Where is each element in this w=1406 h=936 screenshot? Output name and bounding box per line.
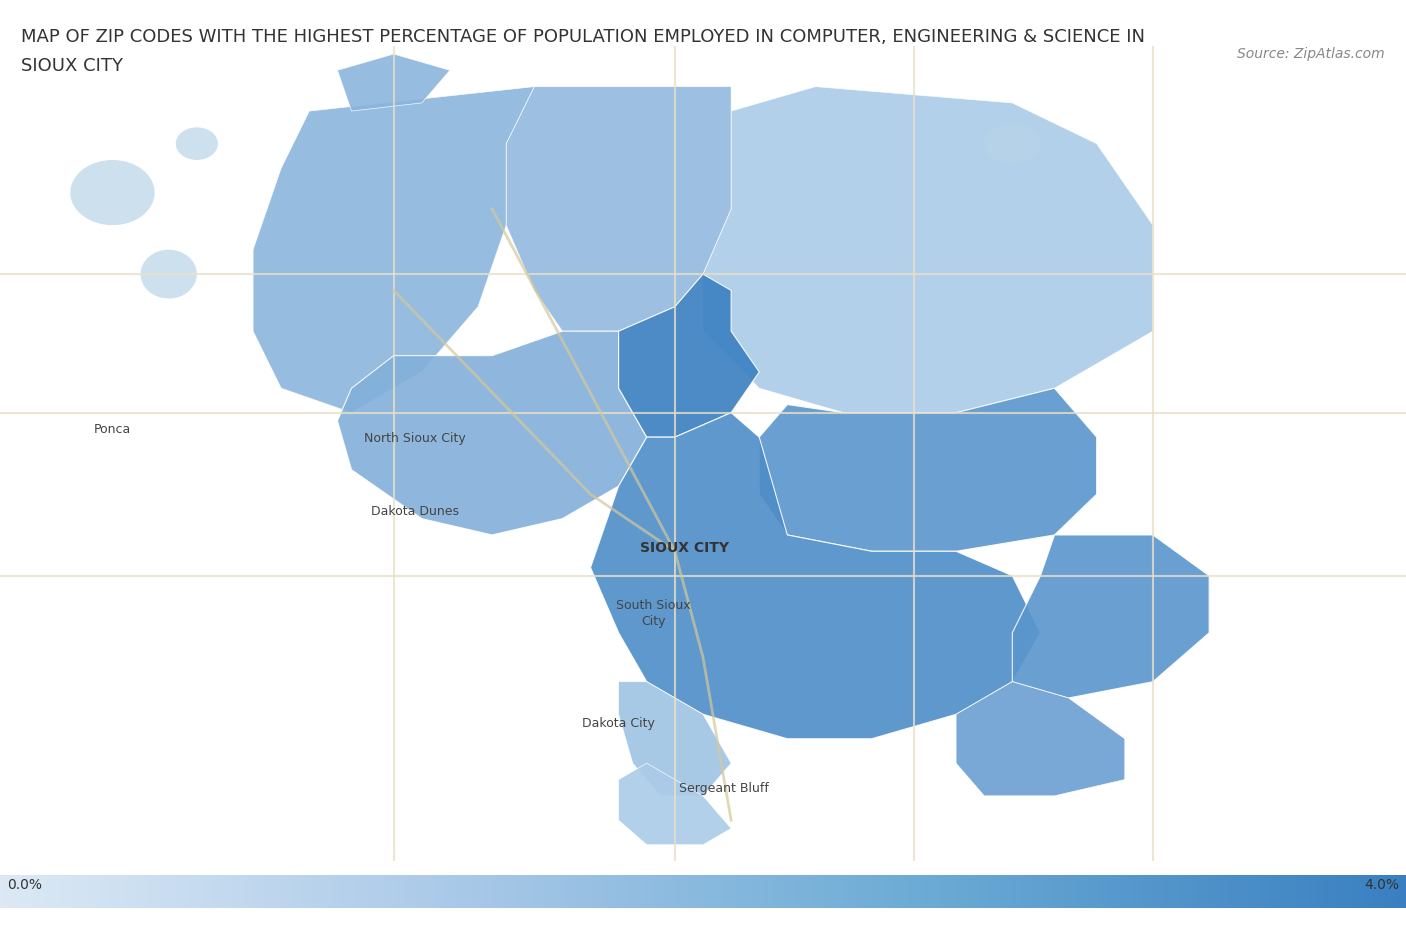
Text: Source: ZipAtlas.com: Source: ZipAtlas.com — [1237, 47, 1385, 61]
Polygon shape — [703, 88, 1153, 414]
Text: 0.0%: 0.0% — [7, 878, 42, 891]
Polygon shape — [619, 764, 731, 845]
Text: South Sioux
City: South Sioux City — [616, 598, 692, 627]
Polygon shape — [337, 55, 450, 112]
Polygon shape — [619, 275, 759, 438]
Ellipse shape — [176, 128, 218, 161]
Text: Dakota City: Dakota City — [582, 716, 655, 729]
Polygon shape — [506, 88, 731, 332]
Text: Dakota Dunes: Dakota Dunes — [371, 505, 458, 518]
Polygon shape — [253, 88, 534, 414]
Polygon shape — [1012, 535, 1209, 698]
Text: 4.0%: 4.0% — [1364, 878, 1399, 891]
Text: SIOUX CITY: SIOUX CITY — [640, 541, 730, 555]
Text: Ponca: Ponca — [94, 423, 131, 436]
Polygon shape — [956, 682, 1125, 796]
Ellipse shape — [141, 251, 197, 300]
Polygon shape — [337, 332, 647, 535]
Text: MAP OF ZIP CODES WITH THE HIGHEST PERCENTAGE OF POPULATION EMPLOYED IN COMPUTER,: MAP OF ZIP CODES WITH THE HIGHEST PERCEN… — [21, 28, 1144, 75]
Ellipse shape — [984, 124, 1040, 165]
Text: Sergeant Bluff: Sergeant Bluff — [679, 782, 769, 795]
Ellipse shape — [70, 161, 155, 226]
Text: North Sioux City: North Sioux City — [364, 431, 465, 445]
Polygon shape — [591, 414, 1040, 739]
Polygon shape — [759, 388, 1097, 551]
Polygon shape — [619, 682, 731, 796]
